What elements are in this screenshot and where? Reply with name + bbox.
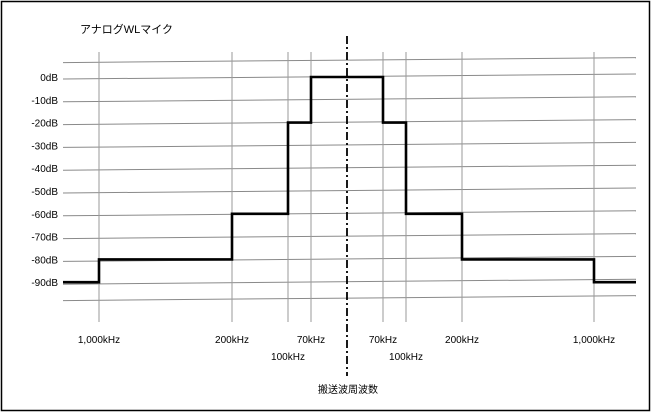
x-tick-label: 200kHz xyxy=(215,335,249,346)
grid-h-line xyxy=(62,233,637,240)
x-tick-label: 1,000kHz xyxy=(78,335,120,346)
grid-h-line xyxy=(62,57,637,64)
x-tick-label: 1,000kHz xyxy=(573,335,615,346)
grid-h-line xyxy=(62,164,637,171)
series-line xyxy=(63,75,636,284)
y-tick-label: -20dB xyxy=(31,119,58,130)
chart-title: アナログWLマイク xyxy=(80,22,173,36)
y-tick-label: -30dB xyxy=(31,141,58,152)
x-tick-label: 70kHz xyxy=(297,335,325,346)
y-tick-label: -50dB xyxy=(31,187,58,198)
y-tick-label: -90dB xyxy=(31,278,58,289)
grid-h-line xyxy=(62,187,637,194)
y-tick-label: -40dB xyxy=(31,164,58,175)
grid-h-line xyxy=(62,96,637,103)
x-tick-label: 100kHz xyxy=(271,352,305,363)
y-tick-labels: 0dB -10dB -20dB -30dB -40dB -50dB -60dB -70dB -8… xyxy=(31,73,58,289)
grid-h-line xyxy=(62,141,637,148)
y-tick-label: -80dB xyxy=(31,255,58,266)
spectrum-mask-series xyxy=(63,75,636,284)
x-tick-label: 100kHz xyxy=(389,352,423,363)
x-tick-label: 70kHz xyxy=(369,335,397,346)
x-axis-label: 搬送波周波数 xyxy=(318,383,378,396)
grid-h-line xyxy=(62,119,637,126)
grid-h-line xyxy=(62,278,637,285)
y-tick-label: -60dB xyxy=(31,210,58,221)
grid-h-line xyxy=(62,210,637,217)
grid-h-line xyxy=(62,295,637,302)
y-tick-label: -70dB xyxy=(31,233,58,244)
y-tick-label: -10dB xyxy=(31,96,58,107)
x-tick-label: 200kHz xyxy=(445,335,479,346)
x-tick-labels: 1,000kHz 200kHz 70kHz 70kHz 200kHz 1,000kHz 10… xyxy=(78,335,615,363)
y-tick-label: 0dB xyxy=(40,73,58,84)
